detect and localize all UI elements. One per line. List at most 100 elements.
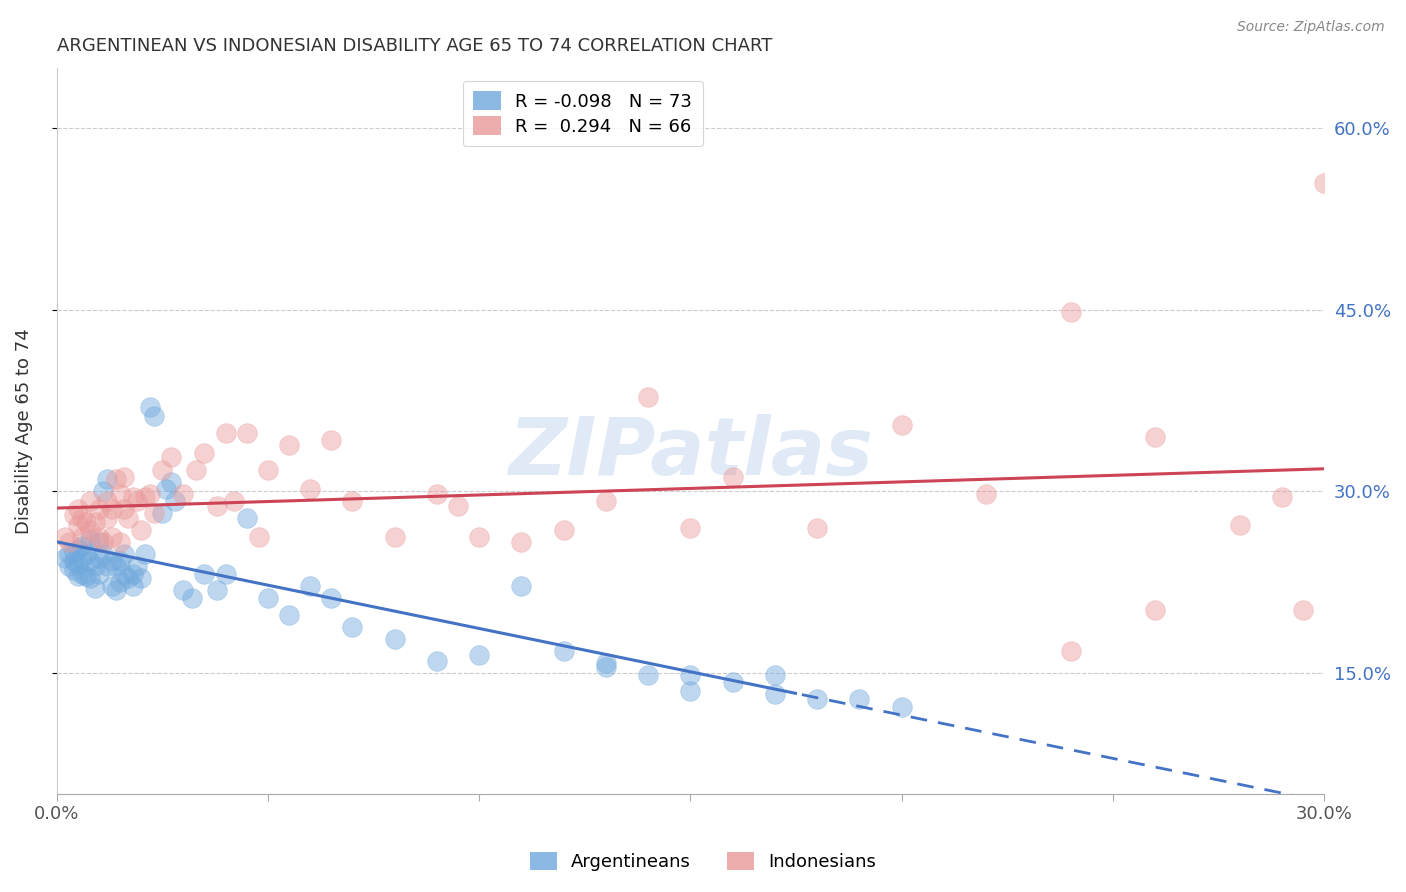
Point — [121, 566, 143, 581]
Point — [117, 511, 139, 525]
Point — [96, 494, 118, 508]
Point — [249, 530, 271, 544]
Point — [155, 482, 177, 496]
Point — [321, 591, 343, 605]
Point — [62, 554, 84, 568]
Point — [142, 506, 165, 520]
Point — [108, 486, 131, 500]
Point — [70, 550, 93, 565]
Point — [87, 535, 110, 549]
Point — [75, 569, 97, 583]
Legend: R = -0.098   N = 73, R =  0.294   N = 66: R = -0.098 N = 73, R = 0.294 N = 66 — [463, 80, 703, 146]
Point — [447, 499, 470, 513]
Point — [112, 566, 135, 581]
Point — [62, 545, 84, 559]
Point — [87, 530, 110, 544]
Point — [125, 494, 148, 508]
Point — [100, 530, 122, 544]
Point — [104, 472, 127, 486]
Point — [75, 547, 97, 561]
Point — [595, 659, 617, 673]
Point — [679, 684, 702, 698]
Point — [96, 559, 118, 574]
Point — [91, 547, 114, 561]
Point — [974, 486, 997, 500]
Point — [184, 462, 207, 476]
Point — [70, 511, 93, 525]
Point — [172, 486, 194, 500]
Point — [66, 569, 89, 583]
Point — [125, 559, 148, 574]
Point — [679, 520, 702, 534]
Point — [163, 494, 186, 508]
Point — [235, 426, 257, 441]
Point — [806, 692, 828, 706]
Point — [58, 559, 80, 574]
Point — [83, 515, 105, 529]
Point — [96, 472, 118, 486]
Point — [235, 511, 257, 525]
Point — [1292, 603, 1315, 617]
Point — [70, 539, 93, 553]
Point — [1059, 305, 1081, 319]
Point — [87, 566, 110, 581]
Point — [104, 559, 127, 574]
Point — [595, 656, 617, 670]
Point — [321, 434, 343, 448]
Point — [150, 506, 173, 520]
Point — [468, 530, 491, 544]
Point — [510, 535, 533, 549]
Point — [79, 571, 101, 585]
Point — [112, 547, 135, 561]
Point — [79, 533, 101, 547]
Point — [62, 508, 84, 523]
Point — [595, 494, 617, 508]
Point — [62, 563, 84, 577]
Point — [104, 583, 127, 598]
Point — [58, 547, 80, 561]
Legend: Argentineans, Indonesians: Argentineans, Indonesians — [522, 845, 884, 879]
Point — [108, 535, 131, 549]
Point — [1313, 176, 1336, 190]
Point — [214, 426, 236, 441]
Point — [53, 550, 76, 565]
Point — [70, 530, 93, 544]
Point — [342, 620, 364, 634]
Point — [426, 654, 449, 668]
Point — [848, 692, 870, 706]
Point — [342, 494, 364, 508]
Point — [553, 644, 575, 658]
Point — [91, 484, 114, 499]
Point — [159, 450, 181, 465]
Point — [142, 409, 165, 424]
Point — [222, 494, 245, 508]
Point — [510, 579, 533, 593]
Point — [1144, 430, 1167, 444]
Point — [679, 668, 702, 682]
Text: ARGENTINEAN VS INDONESIAN DISABILITY AGE 65 TO 74 CORRELATION CHART: ARGENTINEAN VS INDONESIAN DISABILITY AGE… — [56, 37, 772, 55]
Point — [129, 523, 152, 537]
Point — [637, 390, 659, 404]
Point — [134, 491, 156, 505]
Point — [121, 491, 143, 505]
Point — [79, 554, 101, 568]
Point — [129, 571, 152, 585]
Point — [83, 581, 105, 595]
Point — [384, 530, 406, 544]
Point — [637, 668, 659, 682]
Point — [763, 688, 786, 702]
Point — [806, 520, 828, 534]
Point — [193, 566, 215, 581]
Point — [87, 502, 110, 516]
Point — [100, 579, 122, 593]
Point — [721, 675, 744, 690]
Text: Source: ZipAtlas.com: Source: ZipAtlas.com — [1237, 20, 1385, 34]
Point — [91, 535, 114, 549]
Point — [721, 470, 744, 484]
Point — [66, 542, 89, 557]
Point — [384, 632, 406, 646]
Point — [79, 494, 101, 508]
Point — [172, 583, 194, 598]
Point — [138, 400, 160, 414]
Point — [66, 518, 89, 533]
